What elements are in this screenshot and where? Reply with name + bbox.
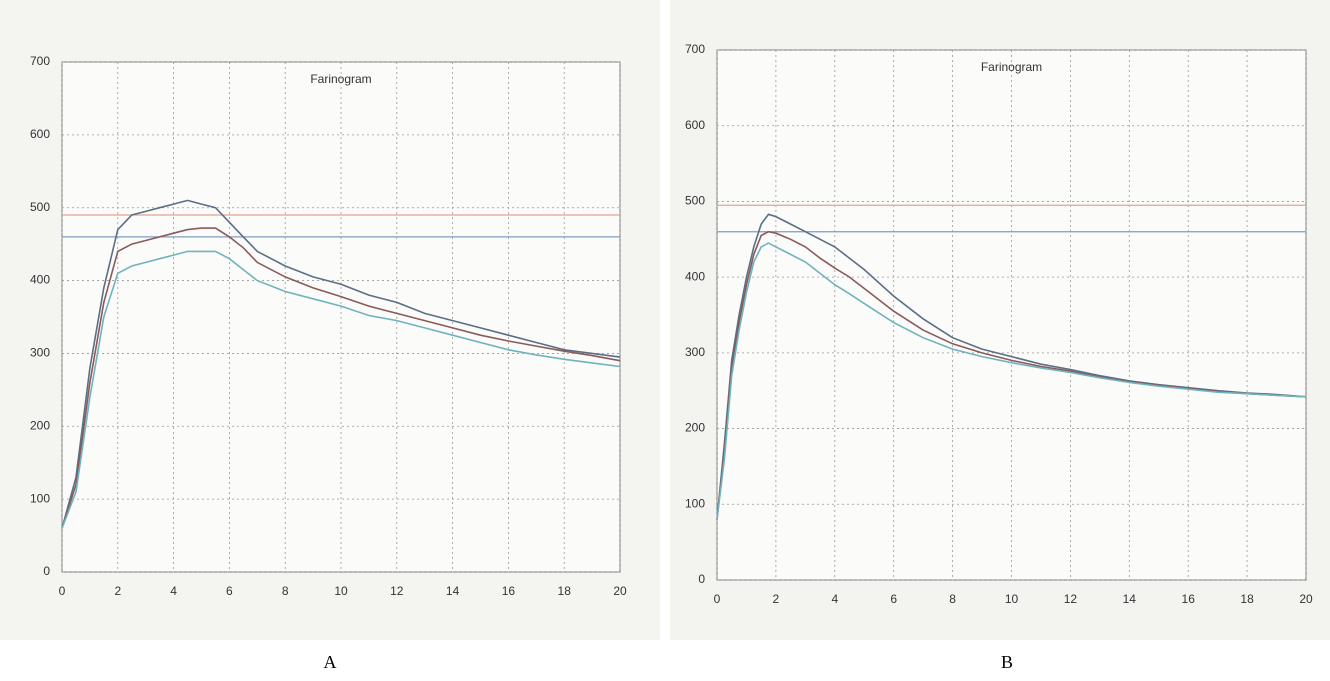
x-tick-label: 8 bbox=[949, 592, 956, 606]
y-tick-label: 0 bbox=[43, 564, 50, 578]
x-tick-label: 16 bbox=[1182, 592, 1196, 606]
x-tick-label: 20 bbox=[1299, 592, 1313, 606]
caption: A bbox=[324, 652, 337, 672]
x-tick-label: 18 bbox=[558, 584, 572, 598]
x-tick-label: 8 bbox=[282, 584, 289, 598]
x-tick-label: 10 bbox=[334, 584, 348, 598]
y-tick-label: 500 bbox=[30, 200, 50, 214]
x-tick-label: 2 bbox=[114, 584, 121, 598]
y-tick-label: 400 bbox=[30, 273, 50, 287]
x-tick-label: 2 bbox=[773, 592, 780, 606]
data-line bbox=[61, 199, 621, 529]
x-tick-label: 18 bbox=[1240, 592, 1254, 606]
x-tick-label: 6 bbox=[890, 592, 897, 606]
chart-title: Farinogram bbox=[310, 72, 371, 86]
y-tick-label: 100 bbox=[30, 491, 50, 505]
y-tick-label: 600 bbox=[30, 127, 50, 141]
y-tick-label: 200 bbox=[685, 421, 705, 435]
y-tick-label: 100 bbox=[685, 496, 705, 510]
x-tick-label: 0 bbox=[714, 592, 721, 606]
data-line bbox=[61, 227, 621, 529]
chart-title: Farinogram bbox=[981, 60, 1042, 74]
x-tick-label: 14 bbox=[1123, 592, 1137, 606]
y-tick-label: 600 bbox=[685, 118, 705, 132]
x-tick-label: 10 bbox=[1005, 592, 1019, 606]
y-tick-label: 300 bbox=[685, 345, 705, 359]
y-tick-label: 200 bbox=[30, 418, 50, 432]
caption: B bbox=[1001, 652, 1013, 672]
data-line bbox=[716, 242, 1307, 520]
y-tick-label: 0 bbox=[698, 572, 705, 586]
y-tick-label: 300 bbox=[30, 346, 50, 360]
x-tick-label: 12 bbox=[390, 584, 404, 598]
x-tick-label: 4 bbox=[170, 584, 177, 598]
x-tick-label: 12 bbox=[1064, 592, 1078, 606]
x-tick-label: 20 bbox=[613, 584, 627, 598]
x-tick-label: 6 bbox=[226, 584, 233, 598]
x-tick-label: 4 bbox=[831, 592, 838, 606]
x-tick-label: 14 bbox=[446, 584, 460, 598]
x-tick-label: 0 bbox=[59, 584, 66, 598]
y-tick-label: 700 bbox=[685, 42, 705, 56]
x-tick-label: 16 bbox=[502, 584, 516, 598]
y-tick-label: 400 bbox=[685, 269, 705, 283]
y-tick-label: 700 bbox=[30, 54, 50, 68]
y-tick-label: 500 bbox=[685, 194, 705, 208]
data-line bbox=[61, 250, 621, 529]
